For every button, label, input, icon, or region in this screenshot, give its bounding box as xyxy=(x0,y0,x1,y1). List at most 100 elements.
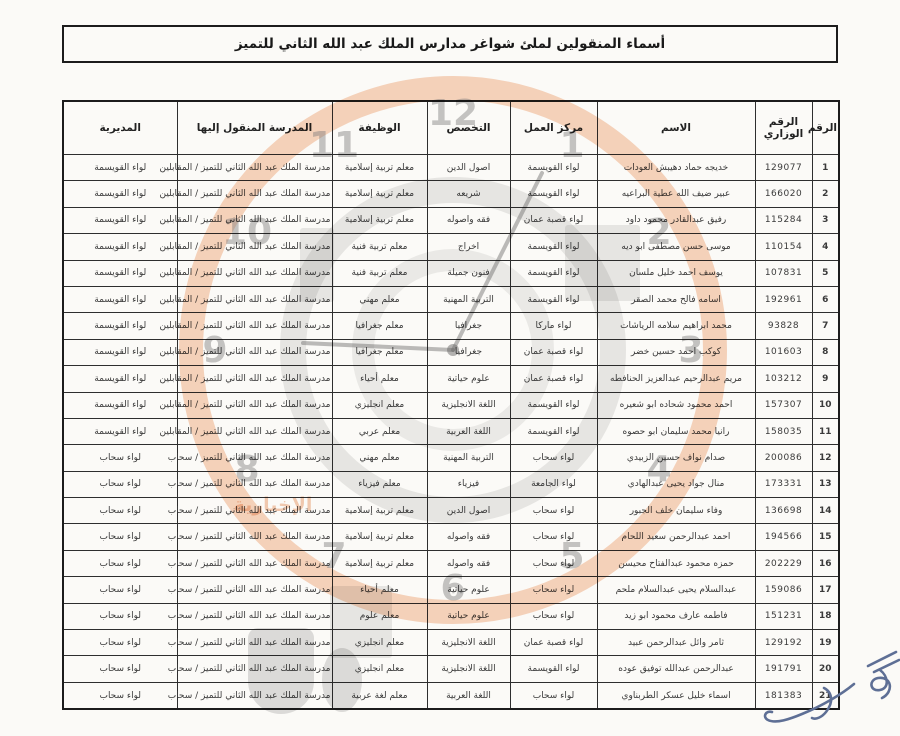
table-row: 21 181383 اسماء خليل عسكر الطربناوي لواء… xyxy=(62,681,840,710)
cell-ministry-number: 115284 xyxy=(754,206,813,235)
cell-school: مدرسة الملك عبد الله الثاني للتميز / الم… xyxy=(159,312,333,340)
table-row: 14 136698 وفاء سليمان خلف الجبور لواء سح… xyxy=(62,497,840,525)
table-row: 18 151231 فاطمه عارف محمود ابو زيد لواء … xyxy=(62,602,840,631)
cell-work-center: لواء سحاب xyxy=(509,602,598,631)
cell-name: عبير ضيف الله عطية البراعيه xyxy=(596,180,756,208)
cell-job: معلم لغة عربية xyxy=(331,681,428,710)
cell-work-center: لواء القويسمة xyxy=(509,285,598,314)
cell-row-number: 3 xyxy=(811,206,840,235)
cell-row-number: 11 xyxy=(811,417,840,446)
table-row: 17 159086 عبدالسلام يحيى عبدالسلام ملحم … xyxy=(62,576,840,604)
cell-work-center: لواء القويسمة xyxy=(509,391,598,419)
cell-specialization: التربية المهنية xyxy=(426,285,511,314)
cell-ministry-number: 194566 xyxy=(754,523,813,551)
cell-row-number: 6 xyxy=(811,285,840,314)
col-header-directorate: المديرية xyxy=(62,100,178,155)
cell-job: معلم أحياء xyxy=(331,365,428,393)
cell-job: معلم تربية إسلامية xyxy=(331,153,428,182)
cell-specialization: فقه واصوله xyxy=(426,549,511,578)
cell-directorate: لواء القويسمة xyxy=(62,285,178,314)
cell-job: معلم جغرافيا xyxy=(331,312,428,340)
cell-work-center: لواء القويسمة xyxy=(509,153,598,182)
cell-row-number: 4 xyxy=(811,233,840,261)
cell-ministry-number: 166020 xyxy=(754,180,813,208)
cell-row-number: 19 xyxy=(811,629,840,657)
cell-work-center: لواء ماركا xyxy=(509,312,598,340)
table-row: 8 101603 كوكب احمد حسين خضر لواء قصبة عم… xyxy=(62,338,840,367)
cell-row-number: 18 xyxy=(811,602,840,631)
cell-specialization: اللغة العربية xyxy=(426,417,511,446)
cell-job: معلم تربية فنية xyxy=(331,259,428,287)
cell-row-number: 7 xyxy=(811,312,840,340)
cell-specialization: اللغة الانجليزية xyxy=(426,391,511,419)
cell-specialization: فقه واصوله xyxy=(426,523,511,551)
cell-job: معلم فيزياء xyxy=(331,470,428,499)
col-header-specialization: التخصص xyxy=(426,100,511,155)
cell-name: منال جواد يحيى عبدالهادي xyxy=(596,470,756,499)
cell-work-center: لواء سحاب xyxy=(509,444,598,472)
cell-name: يوسف احمد خليل ملسان xyxy=(596,259,756,287)
table-row: 7 93828 محمد ابراهيم سلامه الرياشات لواء… xyxy=(62,312,840,340)
cell-job: معلم جغرافيا xyxy=(331,338,428,367)
cell-work-center: لواء القويسمة xyxy=(509,655,598,683)
cell-name: مريم عبدالرحيم عبدالعزيز الحنافطه xyxy=(596,365,756,393)
cell-name: اسامه فالح محمد الصقر xyxy=(596,285,756,314)
cell-specialization: اللغة الانجليزية xyxy=(426,629,511,657)
cell-job: معلم انجليزي xyxy=(331,655,428,683)
table-row: 10 157307 احمد محمود شحاده ابو شعيره لوا… xyxy=(62,391,840,419)
cell-specialization: اخراج xyxy=(426,233,511,261)
cell-work-center: لواء سحاب xyxy=(509,549,598,578)
cell-ministry-number: 110154 xyxy=(754,233,813,261)
cell-school: مدرسة الملك عبد الله الثاني للتميز / سحا… xyxy=(168,497,333,525)
cell-row-number: 14 xyxy=(811,497,840,525)
cell-ministry-number: 157307 xyxy=(754,391,813,419)
cell-school: مدرسة الملك عبد الله الثاني للتميز / سحا… xyxy=(168,444,333,472)
cell-name: رانيا محمد سليمان ابو حصوه xyxy=(596,417,756,446)
cell-job: معلم انجليزي xyxy=(331,391,428,419)
cell-job: معلم مهني xyxy=(331,285,428,314)
cell-job: معلم علوم xyxy=(331,602,428,631)
cell-work-center: لواء سحاب xyxy=(509,681,598,710)
cell-row-number: 8 xyxy=(811,338,840,367)
cell-job: معلم أحياء xyxy=(331,576,428,604)
cell-row-number: 17 xyxy=(811,576,840,604)
col-header-num: الرقم xyxy=(808,100,840,155)
cell-directorate: لواء سحاب xyxy=(62,576,178,604)
cell-ministry-number: 136698 xyxy=(754,497,813,525)
table-row: 3 115284 رفيق عبدالقادر محمود داود لواء … xyxy=(62,206,840,235)
table-row: 19 129192 ثامر وائل عبدالرحمن عبيد لواء … xyxy=(62,629,840,657)
cell-work-center: لواء قصبة عمان xyxy=(509,338,598,367)
cell-work-center: لواء القويسمة xyxy=(509,259,598,287)
cell-specialization: فقه واصوله xyxy=(426,206,511,235)
cell-school: مدرسة الملك عبد الله الثاني للتميز / الم… xyxy=(159,365,333,393)
cell-school: مدرسة الملك عبد الله الثاني للتميز / الم… xyxy=(159,285,333,314)
table-header-row: الرقم الرقم الوزاري الاسم مركز العمل الت… xyxy=(62,100,840,155)
cell-name: فاطمه عارف محمود ابو زيد xyxy=(596,602,756,631)
cell-job: معلم مهني xyxy=(331,444,428,472)
cell-row-number: 13 xyxy=(811,470,840,499)
cell-directorate: لواء سحاب xyxy=(62,602,178,631)
cell-school: مدرسة الملك عبد الله الثاني للتميز / سحا… xyxy=(168,655,333,683)
cell-directorate: لواء سحاب xyxy=(62,681,178,710)
cell-work-center: لواء سحاب xyxy=(509,576,598,604)
table-row: 16 202229 حمزه محمود عبدالفتاح محيسن لوا… xyxy=(62,549,840,578)
cell-row-number: 1 xyxy=(811,153,840,182)
col-header-name: الاسم xyxy=(596,100,756,155)
cell-ministry-number: 101603 xyxy=(754,338,813,367)
cell-job: معلم تربية إسلامية xyxy=(331,523,428,551)
table-row: 11 158035 رانيا محمد سليمان ابو حصوه لوا… xyxy=(62,417,840,446)
cell-specialization: علوم حياتية xyxy=(426,365,511,393)
cell-work-center: لواء سحاب xyxy=(509,523,598,551)
cell-directorate: لواء سحاب xyxy=(62,655,178,683)
cell-row-number: 2 xyxy=(811,180,840,208)
transfers-table: الرقم الرقم الوزاري الاسم مركز العمل الت… xyxy=(62,100,840,711)
cell-directorate: لواء سحاب xyxy=(62,629,178,657)
cell-work-center: لواء قصبة عمان xyxy=(509,206,598,235)
cell-job: معلم عربي xyxy=(331,417,428,446)
col-header-job: الوظيفة xyxy=(331,100,428,155)
cell-name: عبدالرحمن عبدالله توفيق عوده xyxy=(596,655,756,683)
table-row: 12 200086 صدام نواف حسين الزبيدي لواء سح… xyxy=(62,444,840,472)
cell-directorate: لواء سحاب xyxy=(62,444,178,472)
cell-ministry-number: 200086 xyxy=(754,444,813,472)
